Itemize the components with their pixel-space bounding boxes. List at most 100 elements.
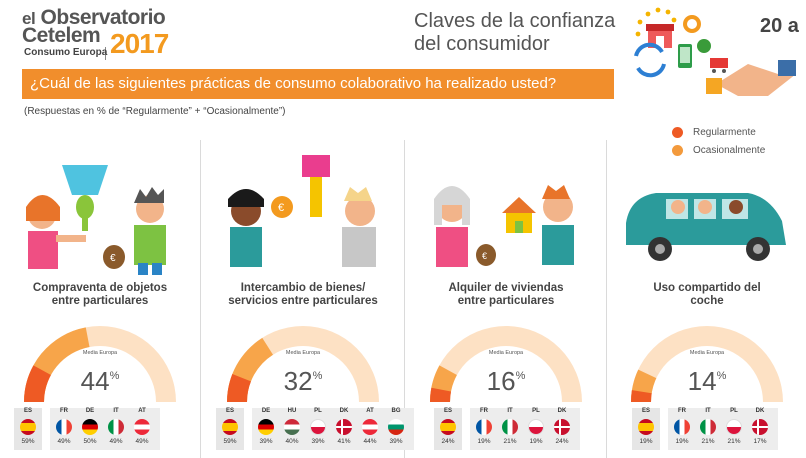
country-value: 39%: [389, 438, 403, 445]
country-code: DK: [339, 408, 349, 414]
country-code: FR: [678, 408, 686, 414]
percent-sign: %: [716, 370, 727, 382]
cetelem-logo: el Observatorio Cetelem Consumo Europa 2…: [22, 6, 202, 62]
paintbrush-icon: [302, 155, 330, 217]
page-title-line1: Claves de la confianza: [414, 10, 616, 32]
country-value: 19%: [675, 438, 689, 445]
country-item: DE 39%: [255, 408, 277, 450]
country-value: 40%: [285, 438, 299, 445]
gauge-chart: [227, 326, 379, 402]
practice-label-line1: Uso compartido del: [653, 282, 761, 294]
logo-year: 2017: [110, 28, 169, 59]
country-code: DK: [557, 408, 567, 414]
country-code: ES: [23, 408, 32, 414]
country-code: ES: [641, 408, 650, 414]
flag-dk-icon: [336, 419, 352, 435]
country-item: FR 19%: [671, 408, 693, 450]
country-value: 49%: [135, 438, 149, 445]
legend-item-ocasionalmente: Ocasionalmente: [672, 141, 765, 159]
country-item: DK 17%: [749, 408, 771, 450]
country-value: 41%: [337, 438, 351, 445]
flag-hu-icon: [284, 419, 300, 435]
panel-divider: [200, 140, 201, 458]
response-note: (Respuestas en % de “Regularmente” + “Oc…: [24, 106, 286, 117]
flag-fr-icon: [476, 419, 492, 435]
money-bag-icon: €: [103, 245, 125, 269]
illustration-exchange: €: [228, 155, 376, 267]
country-item: FR 19%: [473, 408, 495, 450]
flag-de-icon: [258, 419, 274, 435]
average-number: 32: [283, 366, 313, 396]
country-value: 44%: [363, 438, 377, 445]
practice-label: Intercambio de bienes/servicios entre pa…: [202, 282, 404, 308]
flag-at-icon: [362, 419, 378, 435]
flag-pl-icon: [726, 419, 742, 435]
person-woman-icon: [228, 189, 264, 267]
country-code: PL: [314, 408, 322, 414]
flag-es-icon: [638, 419, 654, 435]
logo-separator: [105, 47, 106, 60]
refresh-icon: [634, 42, 666, 78]
country-code: DK: [755, 408, 765, 414]
legend: Regularmente Ocasionalmente: [672, 123, 765, 159]
lamp-icon: [62, 165, 108, 231]
legend-dot-ocasionalmente: [672, 144, 683, 156]
dollar-icon: [697, 39, 711, 53]
average-number: 16: [486, 366, 516, 396]
country-code: PL: [532, 408, 540, 414]
practice-label: Uso compartido del coche: [608, 282, 806, 308]
legend-dot-regularmente: [672, 126, 683, 138]
country-value: 49%: [109, 438, 123, 445]
country-value: 39%: [259, 438, 273, 445]
gauge-chart: [24, 326, 176, 402]
europe-average-value: 44%: [0, 366, 200, 397]
country-item: HU 40%: [281, 408, 303, 450]
illustration-selling-objects: €: [26, 165, 166, 275]
country-item: DK 41%: [333, 408, 355, 450]
practice-panel: € Alquiler de viviendas entre particulare…: [406, 140, 606, 458]
practice-label-line1: Intercambio de bienes/: [240, 282, 366, 294]
country-code: DE: [85, 408, 95, 414]
country-value: 24%: [441, 438, 455, 445]
country-code: FR: [60, 408, 68, 414]
flag-box-others: [252, 408, 414, 450]
country-item: AT 49%: [131, 408, 153, 450]
person-woman-icon: [26, 195, 86, 269]
country-item: PL 39%: [307, 408, 329, 450]
badge-icon: [683, 15, 701, 33]
passenger-icon: [671, 200, 743, 214]
country-item: ES 59%: [219, 408, 241, 450]
country-item: FR 49%: [53, 408, 75, 450]
illustration-car-sharing: [626, 193, 786, 261]
country-item: BG 39%: [385, 408, 407, 450]
country-item: ES 19%: [635, 408, 657, 450]
flag-es-icon: [440, 419, 456, 435]
flag-pl-icon: [528, 419, 544, 435]
europe-average-value: 32%: [202, 366, 404, 397]
legend-item-regularmente: Regularmente: [672, 123, 765, 141]
country-value: 39%: [311, 438, 325, 445]
median-label: Media Europa: [82, 350, 118, 356]
practice-label-line2: entre particulares: [457, 295, 555, 307]
flag-dk-icon: [554, 419, 570, 435]
country-value: 19%: [529, 438, 543, 445]
collage-illustration: 20 años: [634, 7, 800, 96]
country-code: HU: [287, 408, 297, 414]
flag-es-icon: [222, 419, 238, 435]
country-value: 49%: [57, 438, 71, 445]
country-code: ES: [225, 408, 234, 414]
panel-divider: [606, 140, 607, 458]
flag-at-icon: [134, 419, 150, 435]
flag-dk-icon: [752, 419, 768, 435]
practice-label-line1: Alquiler de viviendas: [448, 282, 564, 294]
country-item: DE 50%: [79, 408, 101, 450]
gauge-regularmente-segment: [631, 390, 652, 402]
country-value: 19%: [639, 438, 653, 445]
country-item: PL 21%: [723, 408, 745, 450]
median-label: Media Europa: [689, 350, 725, 356]
flag-it-icon: [700, 419, 716, 435]
legend-label-regularmente: Regularmente: [693, 126, 756, 138]
flag-it-icon: [108, 419, 124, 435]
person-man-icon: [342, 187, 376, 267]
person-woman-icon: [434, 186, 470, 267]
